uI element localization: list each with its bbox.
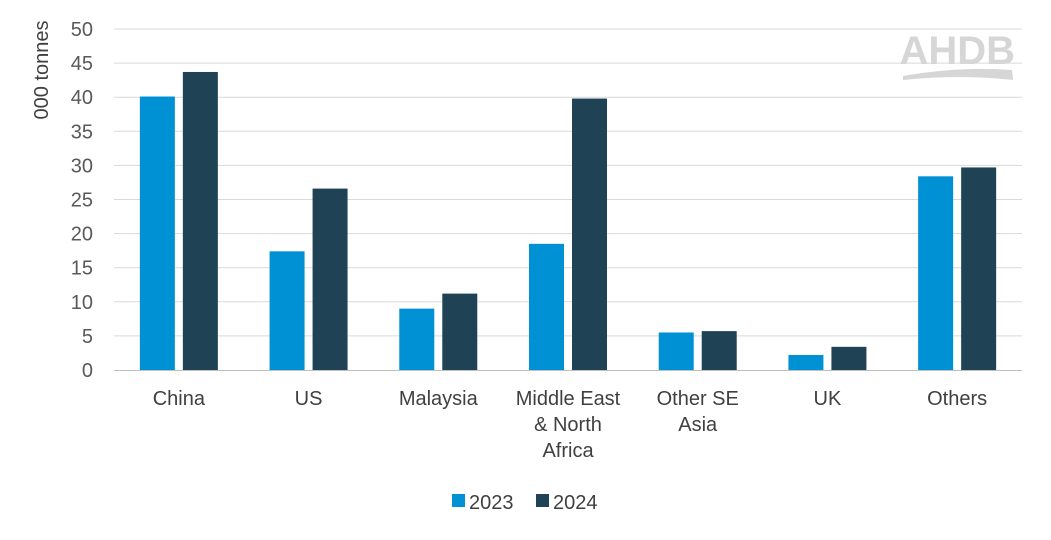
y-tick-label: 45 bbox=[71, 53, 93, 75]
x-tick-label-line: & North bbox=[534, 414, 602, 436]
bar-2024-1 bbox=[312, 188, 348, 370]
x-axis-labels: China US Malaysia Middle East & North Africa O… bbox=[153, 388, 987, 462]
bar-2023-2 bbox=[399, 308, 435, 370]
x-tick-label: US bbox=[295, 388, 323, 410]
bar-2023-3 bbox=[529, 243, 564, 370]
legend-swatch-2024 bbox=[536, 494, 549, 507]
logo-text: AHDB bbox=[899, 29, 1015, 73]
x-tick-label: Malaysia bbox=[399, 388, 479, 410]
legend-label-2023: 2023 bbox=[469, 492, 514, 514]
bar-2024-0 bbox=[182, 71, 218, 370]
bar-2023-0 bbox=[139, 96, 175, 370]
y-tick-label: 0 bbox=[82, 360, 93, 382]
y-tick-label: 40 bbox=[71, 87, 93, 109]
x-tick-label-line: Other SE bbox=[657, 388, 739, 410]
legend: 2023 2024 bbox=[452, 492, 598, 514]
y-tick-label: 20 bbox=[71, 224, 93, 246]
gridlines bbox=[114, 28, 1022, 337]
ahdb-logo: AHDB bbox=[899, 29, 1015, 80]
bar-2024-5 bbox=[831, 346, 867, 370]
y-axis-title: 000 tonnes bbox=[31, 21, 53, 120]
x-tick-label-line: China bbox=[153, 388, 206, 410]
y-tick-label: 50 bbox=[71, 19, 93, 41]
bar-2024-6 bbox=[961, 167, 997, 370]
y-tick-label: 30 bbox=[71, 155, 93, 177]
bar-2024-2 bbox=[442, 293, 478, 370]
bars bbox=[139, 71, 997, 371]
x-tick-label-line: US bbox=[295, 388, 323, 410]
x-tick-label: Middle East & North Africa bbox=[516, 388, 621, 462]
bar-2023-6 bbox=[918, 176, 954, 370]
legend-swatch-2023 bbox=[452, 494, 465, 507]
x-tick-label-line: Middle East bbox=[516, 388, 621, 410]
y-tick-label: 25 bbox=[71, 190, 93, 212]
y-axis-ticks: 0 5 10 15 20 25 30 35 40 45 50 bbox=[71, 19, 93, 382]
y-tick-label: 5 bbox=[82, 326, 93, 348]
bar-2024-4 bbox=[701, 331, 737, 370]
bar-2023-4 bbox=[658, 332, 694, 370]
x-tick-label: China bbox=[153, 388, 206, 410]
x-tick-label-line: Africa bbox=[542, 440, 594, 462]
y-tick-label: 15 bbox=[71, 258, 93, 280]
logo-swoosh bbox=[903, 68, 1013, 80]
legend-label-2024: 2024 bbox=[553, 492, 598, 514]
x-tick-label: Other SE Asia bbox=[657, 388, 739, 436]
x-tick-label-line: UK bbox=[814, 388, 842, 410]
x-tick-label: UK bbox=[814, 388, 842, 410]
bar-2023-5 bbox=[788, 354, 824, 370]
x-tick-label-line: Asia bbox=[678, 414, 718, 436]
bar-2024-3 bbox=[572, 98, 607, 371]
x-tick-label: Others bbox=[927, 388, 987, 410]
x-tick-label-line: Malaysia bbox=[399, 388, 479, 410]
x-tick-label-line: Others bbox=[927, 388, 987, 410]
bar-2023-1 bbox=[269, 251, 305, 370]
y-tick-label: 35 bbox=[71, 121, 93, 143]
y-tick-label: 10 bbox=[71, 292, 93, 314]
